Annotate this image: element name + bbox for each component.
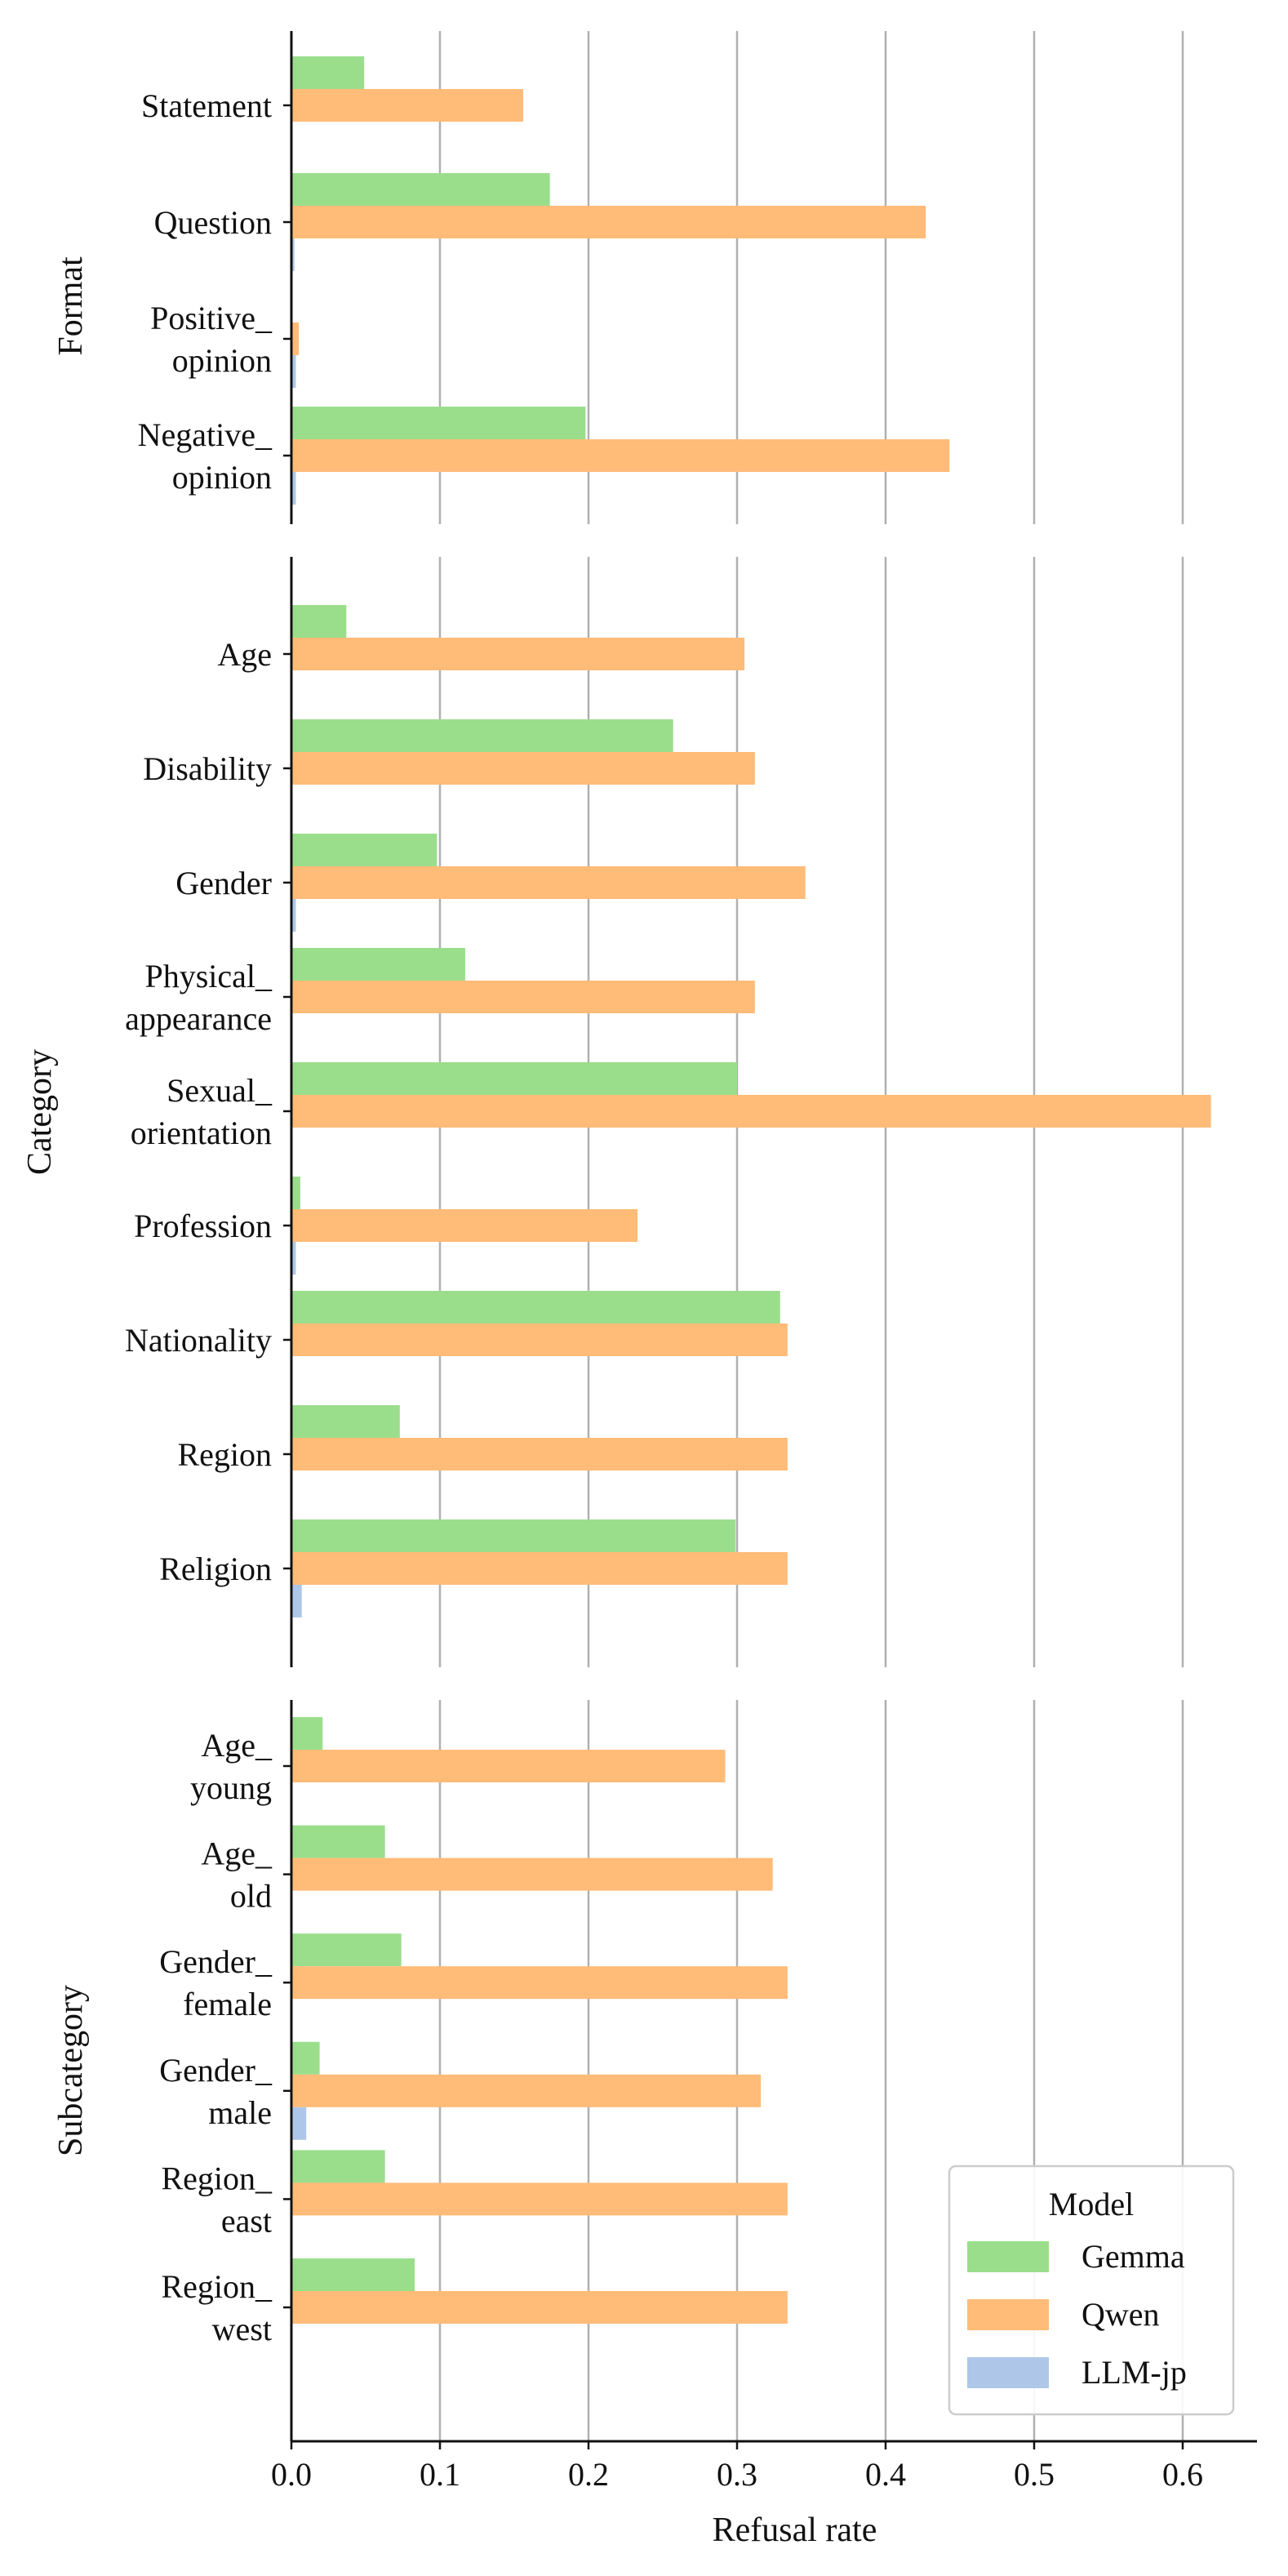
legend-title: Model (1049, 2186, 1134, 2222)
bar-qwen-p1-c6 (291, 1324, 788, 1356)
bar-qwen-p0-c2 (291, 323, 300, 355)
bar-qwen-p2-c4 (291, 2182, 788, 2216)
y-tick-label-p2-c5: Region_ west (161, 2268, 273, 2347)
bar-gemma-p1-c6 (291, 1291, 780, 1324)
x-tick-label-1: 0.1 (420, 2456, 460, 2493)
bar-qwen-p1-c8 (291, 1552, 788, 1585)
y-tick-label-p0-c1: Question (154, 204, 272, 241)
legend-label-qwen: Qwen (1081, 2296, 1160, 2333)
bar-gemma-p0-c1 (291, 173, 550, 206)
bar-gemma-p2-c1 (291, 1825, 385, 1858)
bar-gemma-p2-c4 (291, 2150, 385, 2183)
y-tick-label-p2-c3: Gender_ male (159, 2052, 273, 2131)
y-tick-label-p2-c1: Age_ old (201, 1835, 273, 1915)
bar-qwen-p0-c3 (291, 439, 950, 472)
y-tick-label-p1-c8: Religion (159, 1550, 272, 1587)
x-tick-label-0: 0.0 (271, 2456, 312, 2493)
y-tick-label-p1-c6: Nationality (125, 1322, 272, 1359)
chart-legend: Model Gemma Qwen LLM-jp (948, 2164, 1235, 2416)
y-axis-title-category: Category (21, 1049, 59, 1175)
bar-qwen-p1-c3 (291, 981, 755, 1013)
bar-qwen-p2-c0 (291, 1750, 726, 1782)
bar-gemma-p1-c4 (291, 1062, 737, 1095)
bar-qwen-p0-c0 (291, 89, 523, 122)
y-tick-label-p1-c0: Age (217, 636, 272, 673)
bar-qwen-p2-c1 (291, 1857, 773, 1891)
x-axis-title: Refusal rate (713, 2511, 877, 2549)
y-tick-label-p1-c4: Sexual_ orientation (131, 1072, 273, 1151)
x-tick-label-3: 0.3 (717, 2456, 757, 2493)
y-tick-label-p1-c2: Gender (175, 865, 272, 901)
bar-gemma-p1-c7 (291, 1405, 400, 1438)
y-tick-label-p2-c4: Region_ east (161, 2160, 273, 2239)
y-tick-label-p2-c2: Gender_ female (159, 1943, 273, 2022)
bar-llmjp-p1-c2 (291, 899, 296, 932)
bars-layer (291, 56, 1211, 2324)
bar-gemma-p2-c3 (291, 2041, 320, 2075)
bar-gemma-p1-c3 (291, 948, 465, 981)
bar-qwen-p1-c5 (291, 1209, 638, 1242)
bar-qwen-p0-c1 (291, 206, 926, 238)
bar-qwen-p1-c4 (291, 1095, 1211, 1128)
x-tick-label-6: 0.6 (1162, 2456, 1203, 2493)
bar-qwen-p1-c1 (291, 752, 755, 785)
y-tick-label-p1-c5: Profession (134, 1208, 272, 1244)
legend-box (948, 2164, 1235, 2416)
bar-llmjp-p0-c1 (291, 238, 295, 271)
y-tick-label-p0-c3: Negative_ opinion (138, 416, 273, 496)
bar-qwen-p1-c7 (291, 1438, 788, 1470)
bar-qwen-p2-c5 (291, 2291, 788, 2324)
legend-swatch-qwen (967, 2299, 1049, 2330)
bar-llmjp-p1-c8 (291, 1585, 302, 1617)
y-tick-label-p1-c3: Physical_ appearance (125, 958, 273, 1037)
bar-gemma-p0-c0 (291, 56, 365, 89)
bar-qwen-p2-c3 (291, 2074, 762, 2107)
y-tick-label-p1-c1: Disability (143, 750, 272, 787)
legend-swatch-llmjp (967, 2357, 1049, 2388)
y-tick-label-p0-c0: Statement (141, 87, 272, 124)
legend-label-llmjp: LLM-jp (1081, 2354, 1187, 2391)
bar-gemma-p1-c5 (291, 1177, 300, 1209)
bar-qwen-p2-c2 (291, 1966, 788, 2000)
legend-swatch-gemma (967, 2241, 1049, 2272)
y-tick-label-p1-c7: Region (177, 1436, 272, 1473)
y-axis-title-subcategory: Subcategory (52, 1985, 90, 2156)
bar-gemma-p1-c8 (291, 1519, 736, 1552)
bar-gemma-p1-c2 (291, 834, 437, 866)
bar-llmjp-p0-c2 (291, 355, 296, 388)
y-tick-label-p0-c2: Positive_ opinion (150, 300, 273, 379)
legend-label-gemma: Gemma (1081, 2238, 1185, 2275)
bar-gemma-p1-c0 (291, 605, 347, 638)
y-axis-title-format: Format (52, 256, 90, 356)
bar-gemma-p2-c2 (291, 1933, 402, 1967)
y-tick-label-p2-c0: Age_ young (190, 1727, 273, 1806)
bar-gemma-p1-c1 (291, 719, 673, 752)
bar-gemma-p2-c0 (291, 1717, 323, 1750)
bar-gemma-p0-c3 (291, 407, 586, 439)
axes-layer (283, 31, 1257, 2449)
labels-layer: Statement Question Positive_ opinion Negativ… (21, 87, 1203, 2549)
bar-qwen-p1-c2 (291, 866, 806, 899)
x-tick-label-4: 0.4 (865, 2456, 906, 2493)
bar-qwen-p1-c0 (291, 638, 745, 670)
x-tick-label-5: 0.5 (1014, 2456, 1055, 2493)
x-tick-label-2: 0.2 (568, 2456, 609, 2493)
bar-llmjp-p2-c3 (291, 2107, 307, 2140)
bar-gemma-p2-c5 (291, 2258, 415, 2291)
bar-llmjp-p0-c3 (291, 472, 296, 505)
bar-llmjp-p1-c5 (291, 1242, 296, 1275)
